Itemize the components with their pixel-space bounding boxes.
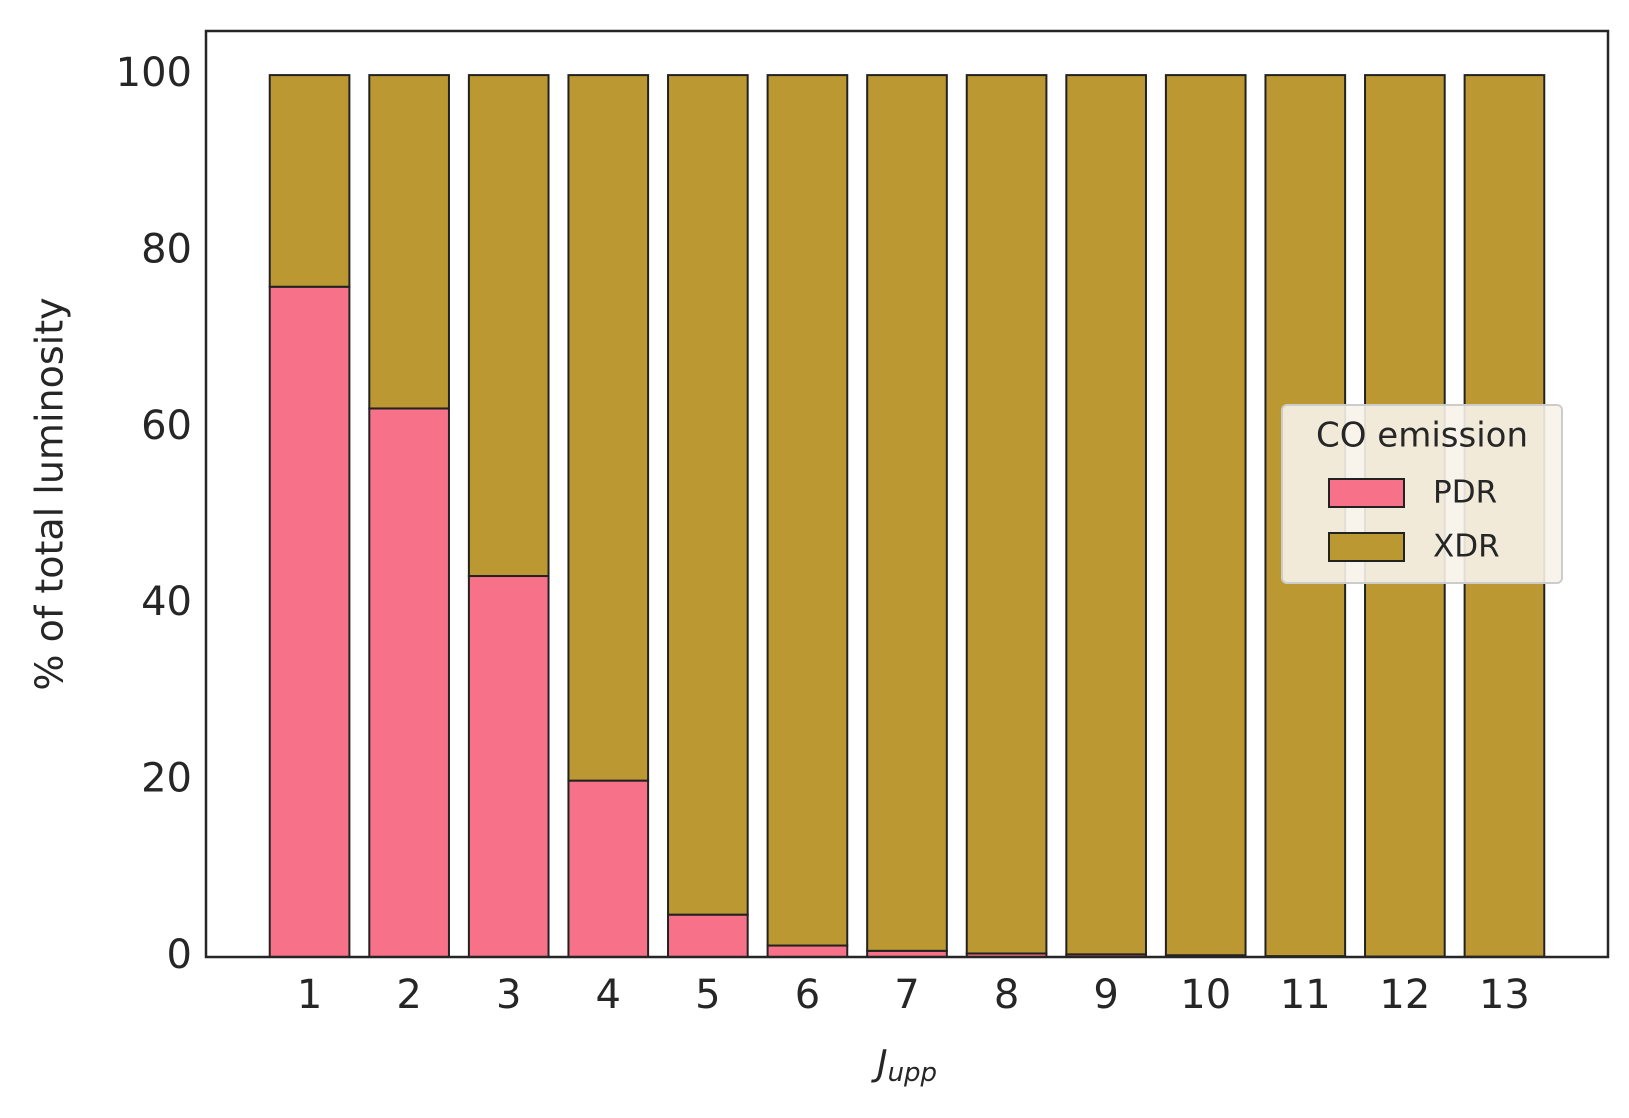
legend-swatch [1328,478,1405,508]
legend-title: CO emission [1316,416,1528,456]
bar-segment [667,913,749,959]
bar-segment [1065,74,1147,956]
legend-label: XDR [1433,529,1500,565]
bar-segment [368,407,450,958]
bar-segment [467,74,550,578]
x-tick-label: 4 [596,972,621,1018]
bar-segment [667,74,749,916]
bar-segment [1164,74,1247,957]
x-tick-label: 1 [297,972,322,1018]
bar-segment [268,285,351,958]
bar-segment [766,74,849,947]
legend-swatch [1328,532,1405,562]
x-tick-label: 3 [496,972,521,1018]
y-tick-label: 40 [141,579,192,625]
bar-segment [567,74,650,782]
bar-segment [766,944,849,958]
bar-segment [467,575,550,958]
y-tick-label: 0 [167,932,192,978]
axes-frame [204,29,1610,959]
bar-segment [368,74,450,410]
x-tick-label: 12 [1379,972,1430,1018]
legend-label: PDR [1433,475,1497,511]
y-tick-label: 60 [141,403,192,449]
x-tick-label: 10 [1180,972,1231,1018]
bar-segment [965,74,1048,955]
bar-segment [268,74,351,288]
x-tick-label: 11 [1280,972,1331,1018]
x-tick-label: 6 [795,972,820,1018]
x-label-main: J [871,1043,888,1084]
y-tick-label: 100 [116,50,192,96]
bar-segment [866,74,948,952]
bar-segment [567,779,650,958]
x-axis-label: Jupp [871,1043,937,1088]
x-tick-label: 9 [1093,972,1118,1018]
y-tick-label: 80 [141,226,192,272]
x-tick-label: 13 [1479,972,1530,1018]
x-label-sub: upp [888,1058,938,1088]
x-tick-label: 7 [894,972,919,1018]
x-tick-label: 2 [396,972,421,1018]
y-tick-label: 20 [141,756,192,802]
y-axis-label: % of total luminosity [28,297,72,690]
x-tick-label: 8 [994,972,1019,1018]
x-tick-label: 5 [695,972,720,1018]
